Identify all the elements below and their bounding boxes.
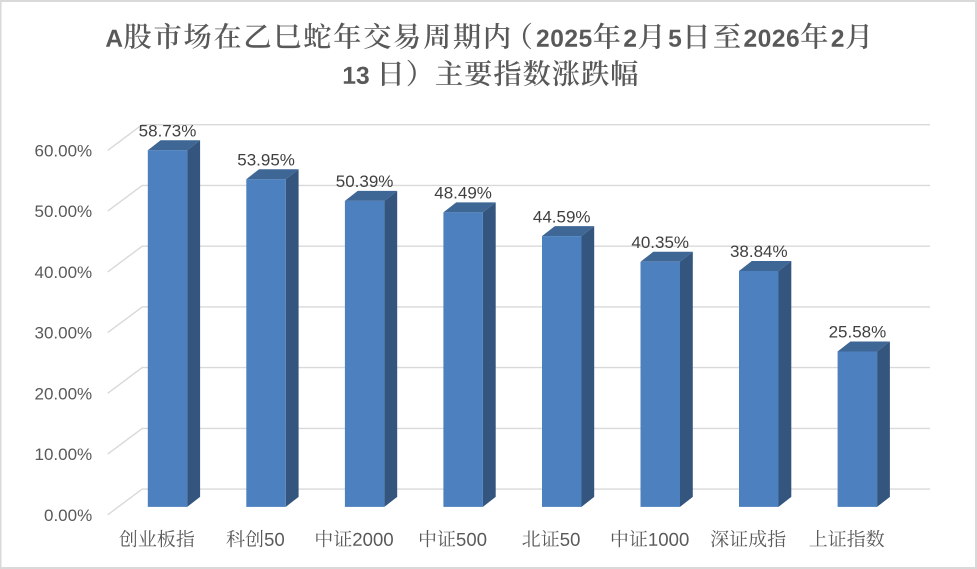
svg-text:50.00%: 50.00% — [35, 202, 93, 221]
svg-text:10.00%: 10.00% — [35, 445, 93, 464]
svg-text:53.95%: 53.95% — [237, 150, 295, 169]
svg-text:30.00%: 30.00% — [35, 324, 93, 343]
svg-text:44.59%: 44.59% — [533, 207, 591, 226]
svg-text:58.73%: 58.73% — [139, 121, 197, 140]
svg-text:0.00%: 0.00% — [44, 506, 92, 525]
svg-text:40.35%: 40.35% — [631, 233, 689, 252]
svg-text:25.58%: 25.58% — [829, 323, 887, 342]
svg-text:20.00%: 20.00% — [35, 384, 93, 403]
svg-text:48.49%: 48.49% — [434, 184, 492, 203]
svg-text:50.39%: 50.39% — [336, 172, 394, 191]
svg-text:38.84%: 38.84% — [730, 242, 788, 261]
svg-text:40.00%: 40.00% — [35, 263, 93, 282]
svg-text:60.00%: 60.00% — [35, 142, 93, 161]
